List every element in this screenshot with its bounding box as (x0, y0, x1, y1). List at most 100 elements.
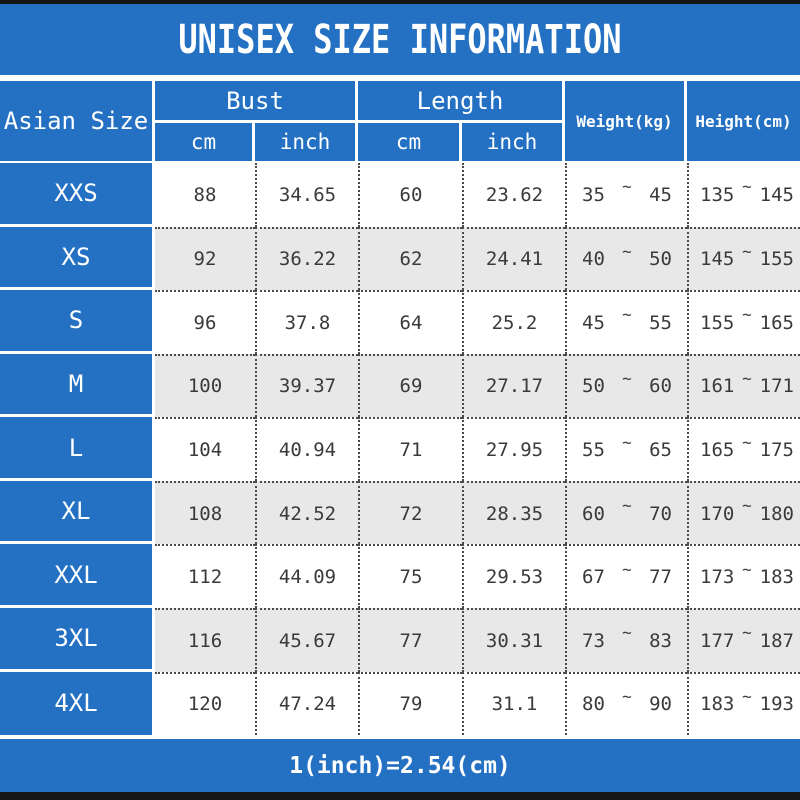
length-inch-cell: 27.17 (462, 353, 565, 418)
range-max: 145 (759, 183, 794, 206)
height-range-cell: 165 ~175 (687, 417, 800, 481)
range-min: 50 (582, 375, 605, 398)
length-cm-cell: 79 (358, 671, 462, 736)
tilde: ~ (622, 686, 632, 706)
length-cm-cell: 75 (358, 544, 462, 608)
range-max: 77 (649, 566, 672, 589)
bust-inch-cell: 37.8 (255, 290, 358, 354)
size-cell: L (0, 417, 155, 481)
column-header-asian-size: Asian Size (0, 81, 155, 161)
size-cell: 4XL (0, 671, 155, 736)
weight-range-cell: 55 ~65 (565, 417, 687, 481)
length-cm-cell: 72 (358, 480, 462, 545)
bust-inch-cell: 39.37 (255, 353, 358, 418)
table-row: 4XL 120 47.24 79 31.1 80 ~90 183 ~193 (0, 671, 800, 736)
size-cell: XXS (0, 163, 155, 227)
range-min: 40 (582, 248, 605, 271)
length-inch-cell: 24.41 (462, 226, 565, 291)
range-max: 171 (759, 375, 794, 398)
range-min: 73 (582, 629, 605, 652)
range-min: 177 (700, 629, 735, 652)
tilde: ~ (742, 305, 752, 325)
subheader-bust-cm: cm (155, 123, 255, 161)
length-inch-cell: 27.95 (462, 417, 565, 481)
height-range-cell: 170 ~180 (687, 480, 800, 545)
range-min: 155 (700, 311, 735, 334)
column-header-length: Length (358, 81, 565, 123)
table-row: XXL 112 44.09 75 29.53 67 ~77 173 ~183 (0, 544, 800, 608)
bust-inch-cell: 44.09 (255, 544, 358, 608)
range-min: 183 (700, 693, 735, 716)
range-min: 161 (700, 375, 735, 398)
tilde: ~ (622, 305, 632, 325)
range-min: 35 (582, 183, 605, 206)
range-min: 80 (582, 693, 605, 716)
range-min: 145 (700, 248, 735, 271)
height-range-cell: 173 ~183 (687, 544, 800, 608)
bust-inch-cell: 42.52 (255, 480, 358, 545)
tilde: ~ (622, 623, 632, 643)
table-header: Asian Size Bust Length Weight(kg) Height… (0, 81, 800, 161)
length-inch-cell: 29.53 (462, 544, 565, 608)
range-min: 55 (582, 439, 605, 462)
bust-inch-cell: 36.22 (255, 226, 358, 291)
subheader-bust-inch: inch (255, 123, 358, 161)
bust-cm-cell: 92 (155, 226, 255, 291)
size-cell: 3XL (0, 607, 155, 672)
weight-range-cell: 80 ~90 (565, 671, 687, 736)
range-max: 83 (649, 629, 672, 652)
bottom-black-bar (0, 792, 800, 800)
size-cell: XS (0, 226, 155, 291)
tilde: ~ (742, 623, 752, 643)
size-cell: XXL (0, 544, 155, 608)
range-min: 60 (582, 502, 605, 525)
range-min: 173 (700, 566, 735, 589)
table-row: 3XL 116 45.67 77 30.31 73 ~83 177 ~187 (0, 607, 800, 672)
column-header-weight: Weight(kg) (565, 81, 687, 161)
subheader-length-cm: cm (358, 123, 462, 161)
height-range-cell: 155 ~165 (687, 290, 800, 354)
size-cell: XL (0, 480, 155, 545)
bust-cm-cell: 108 (155, 480, 255, 545)
length-inch-cell: 30.31 (462, 607, 565, 672)
tilde: ~ (622, 432, 632, 452)
range-max: 193 (759, 693, 794, 716)
range-max: 183 (759, 566, 794, 589)
height-range-cell: 161 ~171 (687, 353, 800, 418)
weight-range-cell: 40 ~50 (565, 226, 687, 291)
tilde: ~ (622, 241, 632, 261)
tilde: ~ (742, 686, 752, 706)
tilde: ~ (622, 559, 632, 579)
tilde: ~ (622, 496, 632, 516)
top-black-bar (0, 0, 800, 4)
range-max: 155 (759, 248, 794, 271)
weight-range-cell: 35 ~45 (565, 163, 687, 227)
range-max: 50 (649, 248, 672, 271)
column-header-height: Height(cm) (687, 81, 800, 161)
size-cell: S (0, 290, 155, 354)
bust-inch-cell: 40.94 (255, 417, 358, 481)
length-cm-cell: 69 (358, 353, 462, 418)
table-row: XS 92 36.22 62 24.41 40 ~50 145 ~155 (0, 226, 800, 291)
range-min: 170 (700, 502, 735, 525)
length-cm-cell: 77 (358, 607, 462, 672)
tilde: ~ (622, 177, 632, 197)
tilde: ~ (742, 241, 752, 261)
length-inch-cell: 25.2 (462, 290, 565, 354)
weight-range-cell: 73 ~83 (565, 607, 687, 672)
length-inch-cell: 23.62 (462, 163, 565, 227)
footer-band: 1(inch)=2.54(cm) (0, 739, 800, 792)
tilde: ~ (742, 496, 752, 516)
bust-cm-cell: 120 (155, 671, 255, 736)
bust-inch-cell: 47.24 (255, 671, 358, 736)
length-inch-cell: 31.1 (462, 671, 565, 736)
bust-cm-cell: 104 (155, 417, 255, 481)
range-max: 90 (649, 693, 672, 716)
title-band: UNISEX SIZE INFORMATION (0, 4, 800, 75)
bust-inch-cell: 34.65 (255, 163, 358, 227)
page-title: UNISEX SIZE INFORMATION (178, 16, 622, 63)
weight-range-cell: 60 ~70 (565, 480, 687, 545)
height-range-cell: 177 ~187 (687, 607, 800, 672)
weight-range-cell: 45 ~55 (565, 290, 687, 354)
